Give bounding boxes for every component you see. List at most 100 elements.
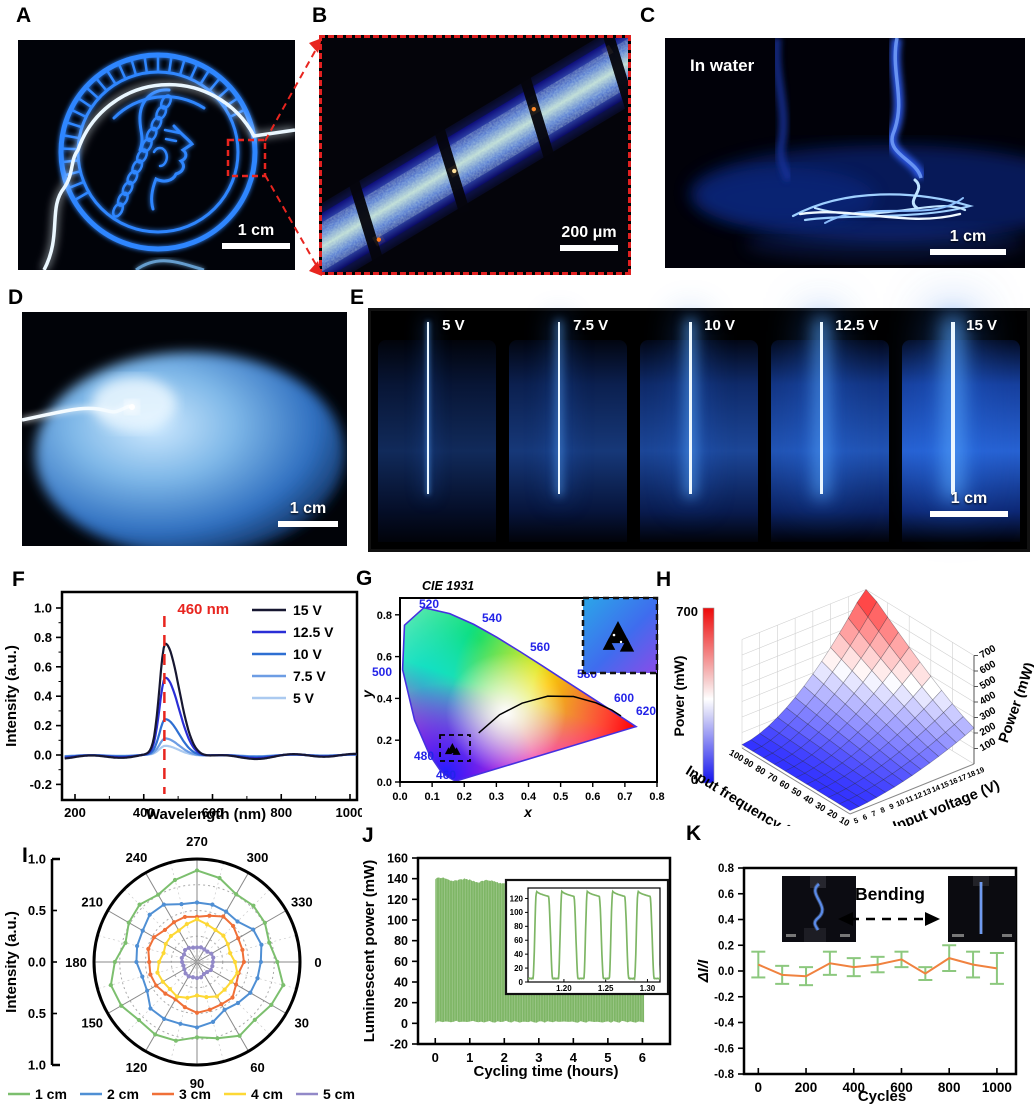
svg-text:0.6: 0.6 (377, 652, 392, 664)
svg-text:Luminescent power (mW): Luminescent power (mW) (361, 860, 378, 1043)
svg-text:0.0: 0.0 (28, 955, 46, 970)
svg-text:0.2: 0.2 (34, 718, 52, 733)
svg-text:60: 60 (778, 778, 792, 792)
panel-e-voltage-label: 12.5 V (835, 317, 879, 334)
svg-text:50: 50 (790, 785, 804, 799)
scale-bar-label: 1 cm (289, 500, 327, 517)
svg-text:0.2: 0.2 (457, 791, 472, 803)
svg-text:x: x (523, 804, 533, 820)
svg-text:80: 80 (514, 922, 523, 931)
svg-text:120: 120 (126, 1060, 148, 1075)
fiber-tail (135, 259, 205, 270)
svg-text:150: 150 (81, 1016, 103, 1031)
scale-bar-label: 1 cm (237, 222, 275, 239)
svg-text:520: 520 (419, 597, 439, 611)
svg-text:4 cm: 4 cm (251, 1086, 283, 1102)
svg-text:0: 0 (519, 978, 524, 987)
svg-text:0.0: 0.0 (392, 791, 407, 803)
svg-text:330: 330 (291, 895, 313, 910)
svg-text:-0.6: -0.6 (714, 1043, 734, 1055)
svg-text:0: 0 (314, 955, 321, 970)
svg-text:480: 480 (414, 749, 434, 763)
svg-text:0.1: 0.1 (424, 791, 439, 803)
svg-text:ΔI/I: ΔI/I (695, 959, 712, 983)
svg-text:540: 540 (482, 611, 502, 625)
svg-text:1.0: 1.0 (28, 852, 46, 867)
panel-i-polar-chart: 0 30 60 90 120 150 180 210 240 270 300 330 1.0 0.5 0.0… (3, 834, 355, 1102)
svg-text:7.5 V: 7.5 V (293, 668, 326, 684)
svg-text:15 V: 15 V (293, 602, 322, 618)
svg-text:100: 100 (978, 736, 998, 754)
svg-text:1.30: 1.30 (640, 984, 656, 993)
scale-bar-label: 1 cm (949, 228, 987, 245)
svg-text:CIE 1931: CIE 1931 (422, 579, 474, 593)
svg-text:400: 400 (978, 690, 998, 708)
scale-bar: 1 cm (930, 228, 1006, 255)
svg-text:4: 4 (570, 1050, 578, 1065)
fiber-lead (22, 404, 131, 422)
svg-text:1000: 1000 (982, 1080, 1012, 1095)
svg-text:800: 800 (270, 805, 292, 820)
svg-text:-0.2: -0.2 (30, 777, 52, 792)
glow-vial (771, 340, 889, 542)
glow-vial (378, 340, 496, 542)
svg-text:7: 7 (870, 809, 877, 819)
svg-text:0: 0 (432, 1050, 439, 1065)
svg-text:1 cm: 1 cm (35, 1086, 67, 1102)
svg-text:14: 14 (930, 782, 942, 794)
svg-text:-0.4: -0.4 (714, 1018, 734, 1030)
glowing-fiber (557, 322, 561, 494)
svg-text:0.5: 0.5 (28, 1006, 46, 1021)
panel-label-a: A (16, 4, 32, 27)
scale-bar-label: 200 μm (561, 224, 617, 241)
svg-text:160: 160 (387, 852, 408, 866)
svg-text:200: 200 (795, 1080, 818, 1095)
svg-text:60: 60 (514, 936, 523, 945)
svg-text:300: 300 (978, 705, 998, 723)
svg-text:0.5: 0.5 (553, 791, 568, 803)
svg-text:6: 6 (639, 1050, 646, 1065)
svg-text:16: 16 (948, 776, 959, 787)
panel-f-spectra-chart: 1.0 0.8 0.6 0.4 0.2 0.0 -0.2 200 400 600 800 1000 46… (3, 590, 362, 822)
scale-bar-label: 1 cm (950, 490, 988, 507)
svg-text:Power (mW): Power (mW) (671, 656, 687, 737)
svg-text:300: 300 (247, 850, 269, 865)
svg-text:1.0: 1.0 (28, 1058, 46, 1073)
panel-label-e: E (350, 286, 365, 309)
in-water-label: In water (690, 56, 755, 75)
electrode-glints (374, 47, 611, 244)
svg-text:90: 90 (190, 1076, 204, 1091)
svg-text:Bending: Bending (855, 884, 925, 904)
scale-bar: 1 cm (222, 222, 290, 249)
svg-text:20: 20 (514, 964, 523, 973)
svg-text:20: 20 (394, 996, 408, 1010)
svg-text:0.4: 0.4 (34, 689, 53, 704)
photo-in-water (665, 38, 1025, 268)
svg-text:400: 400 (133, 805, 155, 820)
svg-text:240: 240 (126, 850, 148, 865)
panel-label-i: I (22, 844, 28, 867)
svg-text:0.4: 0.4 (521, 791, 537, 803)
svg-text:1: 1 (466, 1050, 473, 1065)
svg-text:0.0: 0.0 (34, 748, 52, 763)
svg-text:600: 600 (614, 691, 634, 705)
svg-text:200: 200 (64, 805, 86, 820)
panel-e-voltage-label: 5 V (442, 317, 465, 334)
svg-text:0: 0 (691, 772, 698, 787)
svg-text:1.20: 1.20 (556, 984, 572, 993)
svg-text:0.8: 0.8 (377, 610, 392, 622)
svg-text:30: 30 (295, 1016, 309, 1031)
svg-text:-0.2: -0.2 (714, 992, 734, 1004)
bright-fiber (42, 82, 295, 270)
panel-e-voltage-label: 10 V (704, 317, 735, 334)
svg-text:400: 400 (842, 1080, 865, 1095)
svg-text:70: 70 (766, 771, 780, 785)
svg-text:270: 270 (186, 834, 208, 849)
svg-text:0.0: 0.0 (377, 777, 392, 789)
svg-text:100: 100 (510, 908, 524, 917)
glow-vial (509, 340, 627, 542)
svg-text:0.6: 0.6 (585, 791, 600, 803)
svg-text:40: 40 (394, 976, 408, 990)
svg-text:Cycles: Cycles (858, 1088, 906, 1105)
svg-text:Intensity (a.u.): Intensity (a.u.) (3, 911, 20, 1013)
